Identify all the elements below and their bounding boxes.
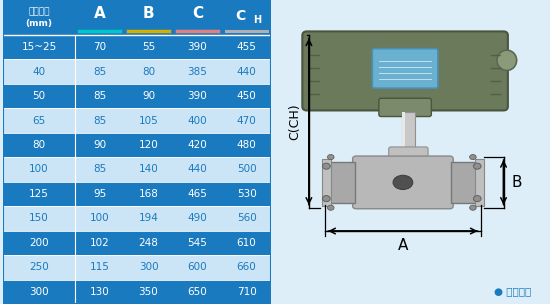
- Text: 530: 530: [236, 189, 256, 199]
- Text: 465: 465: [188, 189, 207, 199]
- FancyBboxPatch shape: [372, 49, 438, 88]
- Text: 125: 125: [29, 189, 49, 199]
- Text: B: B: [512, 175, 522, 190]
- Text: 385: 385: [188, 67, 207, 77]
- Bar: [3, 108, 271, 133]
- Ellipse shape: [470, 205, 476, 210]
- Text: 100: 100: [29, 164, 49, 174]
- Bar: [3, 0, 271, 35]
- Text: 90: 90: [93, 140, 106, 150]
- Text: A: A: [94, 6, 106, 21]
- Bar: [3, 157, 271, 182]
- Text: 115: 115: [90, 262, 109, 272]
- Text: 440: 440: [236, 67, 256, 77]
- Bar: [3, 35, 271, 59]
- Text: 470: 470: [236, 116, 256, 126]
- Text: 300: 300: [29, 287, 49, 297]
- Text: 55: 55: [142, 42, 155, 52]
- FancyBboxPatch shape: [353, 156, 453, 209]
- Bar: [322, 159, 331, 206]
- Ellipse shape: [327, 154, 334, 160]
- Text: 450: 450: [236, 91, 256, 101]
- Text: 95: 95: [93, 189, 106, 199]
- Text: 710: 710: [236, 287, 256, 297]
- Text: 250: 250: [29, 262, 49, 272]
- Text: 150: 150: [29, 213, 49, 223]
- Text: 90: 90: [142, 91, 155, 101]
- FancyBboxPatch shape: [379, 98, 431, 116]
- Text: 168: 168: [139, 189, 158, 199]
- Text: 545: 545: [188, 238, 207, 248]
- Bar: [3, 206, 271, 231]
- Text: 650: 650: [188, 287, 207, 297]
- Text: 480: 480: [236, 140, 256, 150]
- Ellipse shape: [470, 154, 476, 160]
- Ellipse shape: [474, 195, 481, 202]
- Bar: [3, 84, 271, 108]
- Text: 80: 80: [32, 140, 46, 150]
- Text: 200: 200: [29, 238, 49, 248]
- Text: 248: 248: [139, 238, 158, 248]
- Text: 102: 102: [90, 238, 109, 248]
- Text: 390: 390: [188, 42, 207, 52]
- Text: 85: 85: [93, 164, 106, 174]
- Bar: [451, 162, 477, 203]
- Text: C: C: [235, 9, 245, 23]
- Text: 50: 50: [32, 91, 46, 101]
- Text: 300: 300: [139, 262, 158, 272]
- Ellipse shape: [322, 195, 330, 202]
- Bar: [402, 112, 415, 157]
- Text: 440: 440: [188, 164, 207, 174]
- Text: 500: 500: [237, 164, 256, 174]
- Text: B: B: [142, 6, 155, 21]
- Text: 85: 85: [93, 67, 106, 77]
- FancyBboxPatch shape: [302, 31, 508, 110]
- Text: 390: 390: [188, 91, 207, 101]
- Ellipse shape: [327, 205, 334, 210]
- Text: 100: 100: [90, 213, 109, 223]
- Ellipse shape: [393, 175, 412, 189]
- Text: H: H: [253, 15, 261, 25]
- Bar: [3, 182, 271, 206]
- Text: 80: 80: [142, 67, 155, 77]
- Bar: [475, 159, 484, 206]
- Bar: [3, 133, 271, 157]
- FancyBboxPatch shape: [389, 147, 428, 163]
- Text: 70: 70: [93, 42, 106, 52]
- Text: 105: 105: [139, 116, 158, 126]
- Text: 120: 120: [139, 140, 158, 150]
- Text: ● 常规仪表: ● 常规仪表: [493, 286, 531, 296]
- Text: 40: 40: [32, 67, 46, 77]
- Text: 420: 420: [188, 140, 207, 150]
- Text: 194: 194: [139, 213, 158, 223]
- Text: 350: 350: [139, 287, 158, 297]
- Text: 660: 660: [236, 262, 256, 272]
- Bar: [3, 231, 271, 255]
- Text: 490: 490: [188, 213, 207, 223]
- Bar: [402, 112, 405, 157]
- Ellipse shape: [497, 50, 516, 71]
- Text: 仪表口径
(mm): 仪表口径 (mm): [25, 7, 52, 28]
- Text: 400: 400: [188, 116, 207, 126]
- Text: 85: 85: [93, 91, 106, 101]
- Text: 65: 65: [32, 116, 46, 126]
- Bar: [3, 280, 271, 304]
- Text: A: A: [398, 238, 408, 253]
- Text: 600: 600: [188, 262, 207, 272]
- Ellipse shape: [322, 163, 330, 169]
- Text: 560: 560: [236, 213, 256, 223]
- Text: C: C: [192, 6, 203, 21]
- Bar: [328, 162, 355, 203]
- Text: C(CH): C(CH): [288, 103, 301, 140]
- Bar: [3, 59, 271, 84]
- Text: 85: 85: [93, 116, 106, 126]
- Text: 610: 610: [236, 238, 256, 248]
- Bar: [3, 255, 271, 280]
- Text: 140: 140: [139, 164, 158, 174]
- Text: 130: 130: [90, 287, 109, 297]
- Text: 455: 455: [236, 42, 256, 52]
- Text: 15~25: 15~25: [21, 42, 57, 52]
- Ellipse shape: [474, 163, 481, 169]
